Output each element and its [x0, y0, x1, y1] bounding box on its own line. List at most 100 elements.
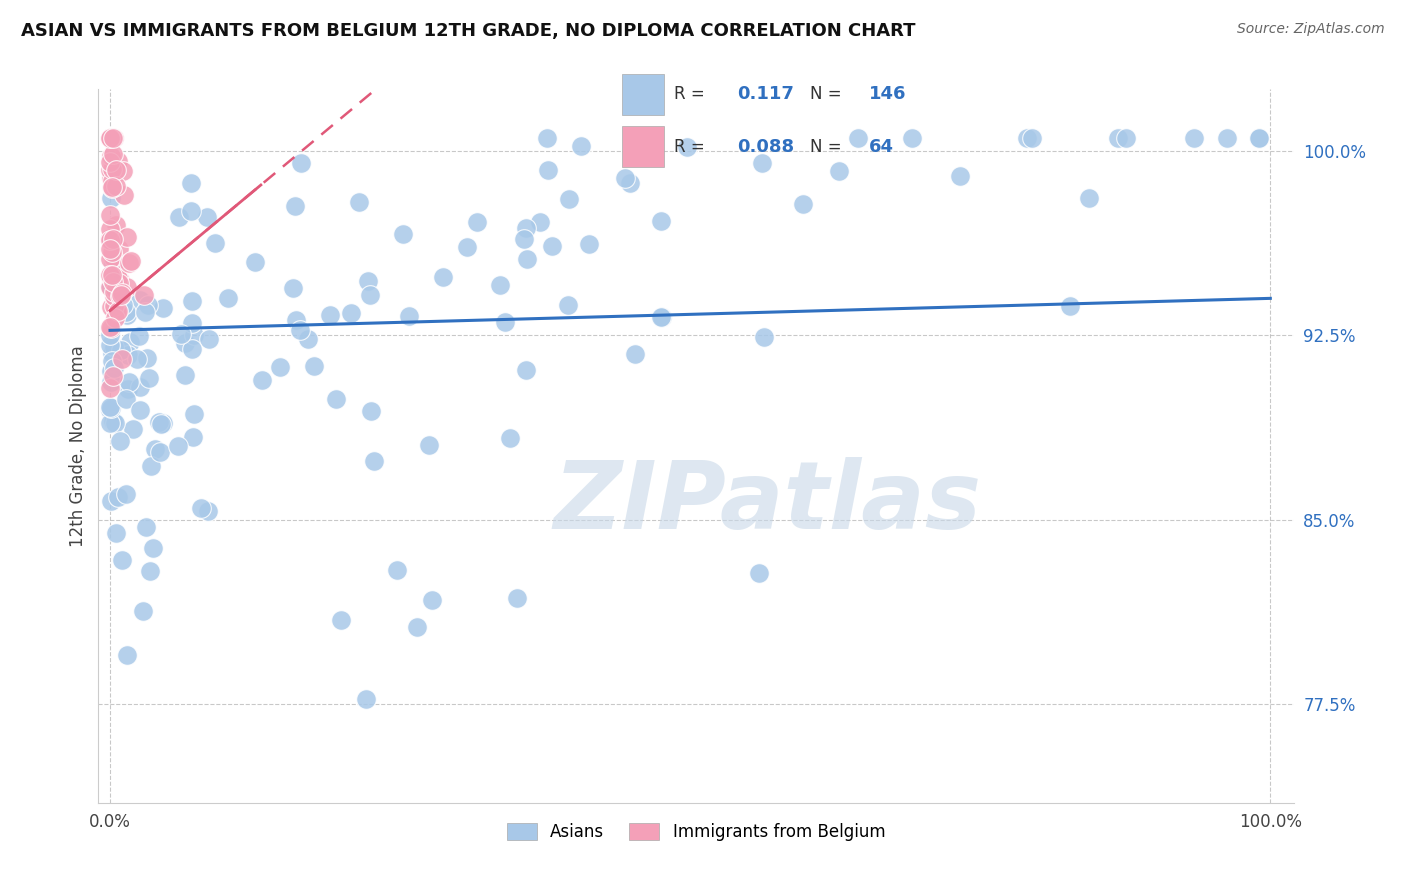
Point [100, 319, 122, 334]
Point [516, 252, 538, 266]
Text: 64: 64 [869, 138, 894, 156]
Point [180, 176, 202, 190]
Point [132, 288, 155, 302]
Point [98, 252, 121, 267]
Point [101, 181, 124, 195]
Point [105, 219, 128, 233]
Point [284, 312, 307, 326]
Point [110, 343, 132, 358]
Point [197, 504, 219, 518]
Point [100, 279, 122, 293]
Point [676, 140, 699, 154]
Point [363, 454, 385, 468]
Point [302, 359, 325, 373]
Point [152, 416, 174, 430]
Point [167, 210, 190, 224]
Point [169, 326, 191, 341]
Point [250, 373, 273, 387]
Point [900, 131, 922, 145]
Point [359, 288, 381, 302]
Point [101, 414, 124, 428]
Point [100, 401, 122, 416]
Point [115, 648, 138, 662]
Point [420, 593, 443, 607]
Point [115, 305, 138, 319]
Point [118, 256, 141, 270]
Point [329, 614, 352, 628]
Point [405, 619, 427, 633]
Point [513, 232, 536, 246]
Point [98, 268, 121, 283]
Point [100, 170, 122, 185]
Point [98, 338, 121, 352]
Point [557, 298, 579, 312]
Point [104, 282, 127, 296]
Point [418, 438, 440, 452]
Point [456, 239, 478, 253]
Point [135, 351, 157, 365]
Point [650, 213, 672, 227]
Point [139, 564, 162, 578]
Point [104, 525, 127, 540]
Point [104, 310, 127, 325]
Text: Source: ZipAtlas.com: Source: ZipAtlas.com [1237, 22, 1385, 37]
Point [614, 170, 637, 185]
Point [111, 298, 134, 312]
Point [100, 321, 122, 335]
Point [569, 139, 592, 153]
Point [319, 308, 342, 322]
Point [125, 351, 148, 366]
Point [100, 149, 122, 163]
Point [101, 275, 124, 289]
Point [136, 297, 159, 311]
Point [145, 442, 167, 457]
Point [103, 285, 125, 300]
Point [197, 332, 219, 346]
Point [105, 178, 128, 193]
Point [245, 254, 267, 268]
Point [110, 289, 132, 303]
Point [650, 310, 672, 324]
Point [129, 380, 152, 394]
Point [103, 232, 125, 246]
Point [515, 363, 537, 377]
Point [101, 250, 124, 264]
Text: 146: 146 [869, 85, 907, 103]
FancyBboxPatch shape [621, 126, 665, 167]
Point [752, 330, 775, 344]
Point [111, 163, 134, 178]
Point [385, 563, 408, 577]
Point [197, 210, 219, 224]
Point [138, 371, 160, 385]
Point [132, 604, 155, 618]
Point [98, 279, 121, 293]
Point [1182, 131, 1205, 145]
Point [183, 328, 205, 343]
Point [103, 146, 125, 161]
Point [828, 163, 851, 178]
Point [103, 360, 125, 375]
Point [103, 340, 125, 354]
FancyBboxPatch shape [621, 74, 665, 114]
Point [139, 458, 162, 473]
Point [325, 392, 347, 407]
Point [101, 268, 124, 282]
Point [180, 204, 202, 219]
Point [117, 348, 139, 362]
Point [537, 163, 560, 178]
Point [111, 285, 134, 300]
Point [104, 270, 127, 285]
Point [117, 309, 139, 323]
Point [499, 431, 522, 445]
Point [103, 131, 125, 145]
Point [515, 220, 537, 235]
Point [183, 407, 205, 421]
Point [1021, 131, 1043, 145]
Point [529, 215, 551, 229]
Point [129, 403, 152, 417]
Point [98, 243, 121, 257]
Point [100, 162, 122, 177]
Point [1059, 300, 1081, 314]
Point [98, 131, 121, 145]
Point [339, 306, 361, 320]
